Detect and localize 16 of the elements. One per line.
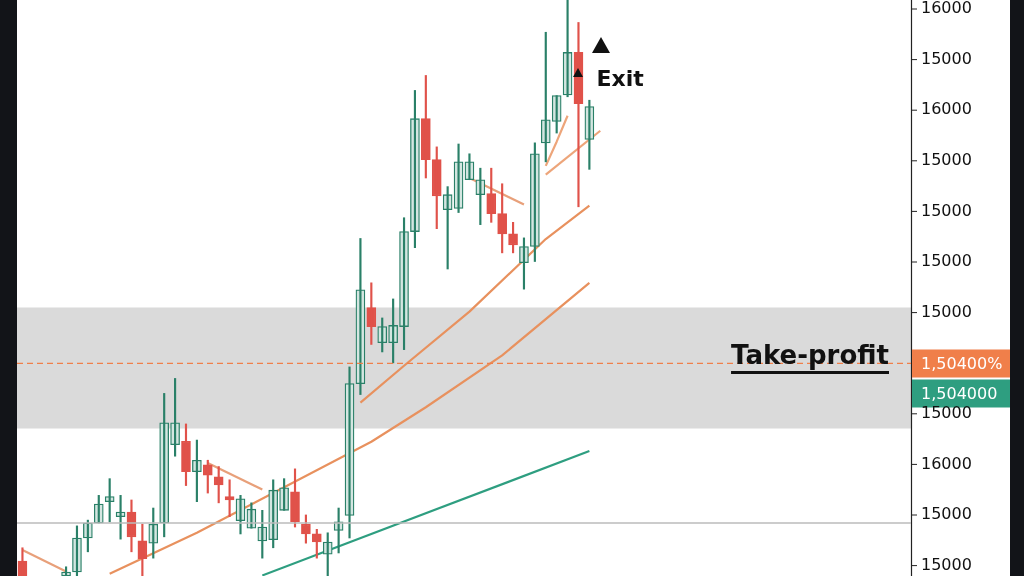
text: 15000 [921,48,972,68]
ref-line-label: 1,50400% [921,353,1003,373]
text: 16000 [921,453,972,473]
text: 15000 [921,251,972,271]
text: 16000 [921,0,972,18]
annotation: Exit [596,66,645,92]
text: 16000 [921,99,972,119]
text: 15000 [921,301,972,321]
text: 15000 [921,402,972,422]
text: 15000 [921,200,972,220]
band-label: Take-profit [731,340,889,371]
candlestick [224,479,235,517]
text: 15000 [921,149,972,169]
text: 15000 [921,554,972,574]
text: 15000 [921,504,972,524]
text: 1,504000 [921,383,998,403]
